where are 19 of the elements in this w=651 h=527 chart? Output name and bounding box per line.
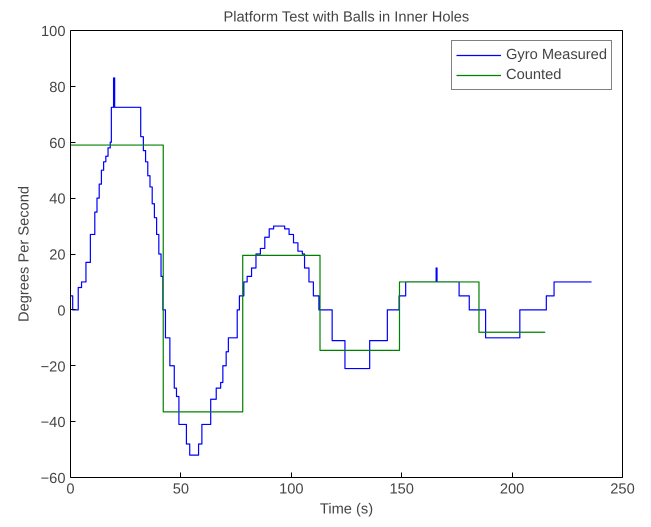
y-tick-label: −40: [40, 415, 66, 432]
x-tick-label: 50: [172, 482, 190, 498]
y-tick-label: −20: [40, 359, 66, 376]
legend-label: Gyro Measured: [506, 47, 607, 63]
x-tick-label: 150: [389, 482, 414, 498]
x-tick-label: 250: [610, 482, 635, 498]
y-tick-label: −60: [40, 471, 66, 487]
y-tick-label: 100: [41, 24, 66, 40]
legend-label: Counted: [506, 67, 562, 83]
x-axis-title: Time (s): [320, 502, 374, 518]
y-tick-label: 60: [49, 136, 66, 152]
x-tick-label: 100: [279, 482, 304, 498]
y-axis-title: Degrees Per Second: [16, 186, 33, 322]
x-tick-label: 200: [500, 482, 524, 498]
y-tick-label: 0: [57, 303, 66, 320]
y-tick-label: 80: [49, 80, 66, 96]
y-tick-label: 40: [49, 192, 66, 208]
chart-title: Platform Test with Balls in Inner Holes: [224, 10, 470, 26]
y-tick-label: 20: [49, 248, 66, 264]
